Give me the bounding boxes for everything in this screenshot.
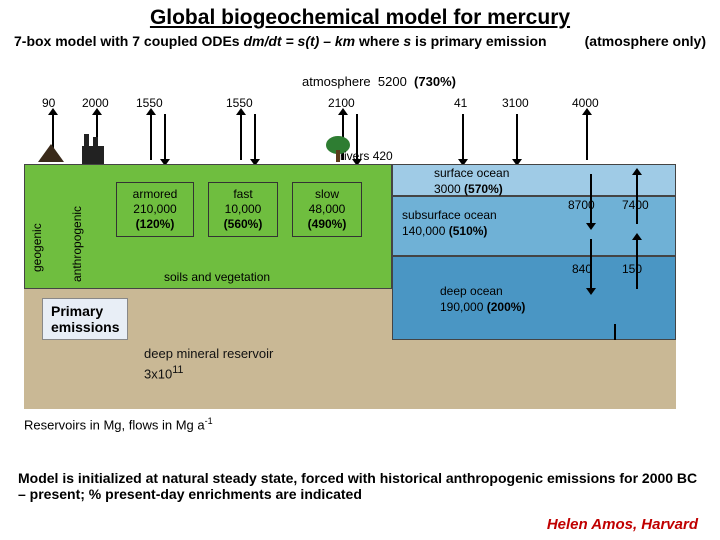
soil-label: soils and vegetation — [164, 270, 270, 284]
flux-sub-deep-dn: 840 — [572, 262, 592, 276]
deep-mineral-label: deep mineral reservoir — [144, 346, 273, 361]
arrow-fast-dn — [254, 114, 256, 160]
soil-slow: slow 48,000 (490%) — [292, 182, 362, 237]
vlabel-geogenic: geogenic — [30, 182, 44, 272]
surf-ocean-text: surface ocean 3000 (570%) — [434, 166, 509, 197]
rivers-label: rivers 420 — [340, 149, 393, 163]
soil-slow-mass: 48,000 — [309, 202, 346, 216]
equation: dm/dt = s(t) – km — [243, 33, 355, 49]
soil-fast: fast 10,000 (560%) — [208, 182, 278, 237]
flux-surf-sub-dn: 8700 — [568, 198, 595, 212]
deep-mineral-r — [392, 340, 676, 409]
res-note-a: Reservoirs in Mg, flows in Mg a — [24, 417, 205, 432]
atmos-value: 5200 — [378, 74, 407, 89]
subtitle: 7-box model with 7 coupled ODEs dm/dt = … — [0, 32, 720, 50]
soil-armored-enr: (120%) — [136, 217, 175, 231]
s-var: s — [403, 33, 411, 49]
sub-mass: 140,000 — [402, 224, 445, 238]
vlabel-anthro: anthropogenic — [70, 172, 84, 282]
rivers-name: rivers — [340, 149, 369, 163]
factory-icon — [82, 146, 104, 164]
soil-slow-enr: (490%) — [308, 217, 347, 231]
arrow-oc-dn2 — [516, 114, 518, 160]
deep-mineral-text: deep mineral reservoir 3x1011 — [144, 346, 273, 383]
soil-armored-name: armored — [133, 187, 178, 201]
page-title: Global biogeochemical model for mercury — [0, 0, 720, 32]
flux-surf-sub-up: 7400 — [622, 198, 649, 212]
sub-ocean-text: subsurface ocean 140,000 (510%) — [402, 208, 497, 239]
arrow-oc-up — [586, 114, 588, 160]
atmos-enrich: (730%) — [414, 74, 456, 89]
soil-fast-name: fast — [233, 187, 252, 201]
rivers-val: 420 — [373, 149, 393, 163]
arrow-armored-up — [150, 114, 152, 160]
surf-mass: 3000 — [434, 182, 461, 196]
soil-armored: armored 210,000 (120%) — [116, 182, 194, 237]
flux-sub-deep-up: 150 — [622, 262, 642, 276]
deep-name: deep ocean — [440, 284, 503, 298]
diagram: atmosphere 5200 (730%) 90 2000 1550 1550… — [24, 74, 696, 444]
res-note-exp: -1 — [205, 416, 213, 426]
arrow-fast-up — [240, 114, 242, 160]
sub-enr: (510%) — [449, 224, 488, 238]
subtitle-suffix: is primary emission — [411, 33, 546, 49]
deep-enr: (200%) — [487, 300, 526, 314]
atmosphere-label: atmosphere 5200 (730%) — [302, 74, 456, 89]
credit: Helen Amos, Harvard — [547, 516, 698, 533]
subtitle-mid: where — [355, 33, 403, 49]
arrow-oc-dn1 — [462, 114, 464, 160]
soil-slow-name: slow — [315, 187, 339, 201]
reservoir-note: Reservoirs in Mg, flows in Mg a-1 — [24, 416, 213, 432]
flux-5: 41 — [454, 96, 467, 110]
soil-fast-mass: 10,000 — [225, 202, 262, 216]
surf-name: surface ocean — [434, 166, 509, 180]
primary-emissions-box: Primary emissions — [42, 298, 128, 340]
sub-name: subsurface ocean — [402, 208, 497, 222]
deep-mineral-val: 3x10 — [144, 366, 172, 381]
subtitle-prefix: 7-box model with 7 coupled ODEs — [14, 33, 243, 49]
bottom-text: Model is initialized at natural steady s… — [18, 470, 702, 502]
deep-mass: 190,000 — [440, 300, 483, 314]
soil-fast-enr: (560%) — [224, 217, 263, 231]
atmos-name: atmosphere — [302, 74, 371, 89]
deep-ocean-text: deep ocean 190,000 (200%) — [440, 284, 525, 315]
flux-6: 3100 — [502, 96, 529, 110]
deep-mineral-exp: 11 — [172, 364, 183, 376]
soil-armored-mass: 210,000 — [133, 202, 176, 216]
arrow-armored-dn — [164, 114, 166, 160]
surf-enr: (570%) — [464, 182, 503, 196]
subtitle-right: (atmosphere only) — [585, 32, 706, 50]
volcano-icon — [38, 144, 64, 162]
